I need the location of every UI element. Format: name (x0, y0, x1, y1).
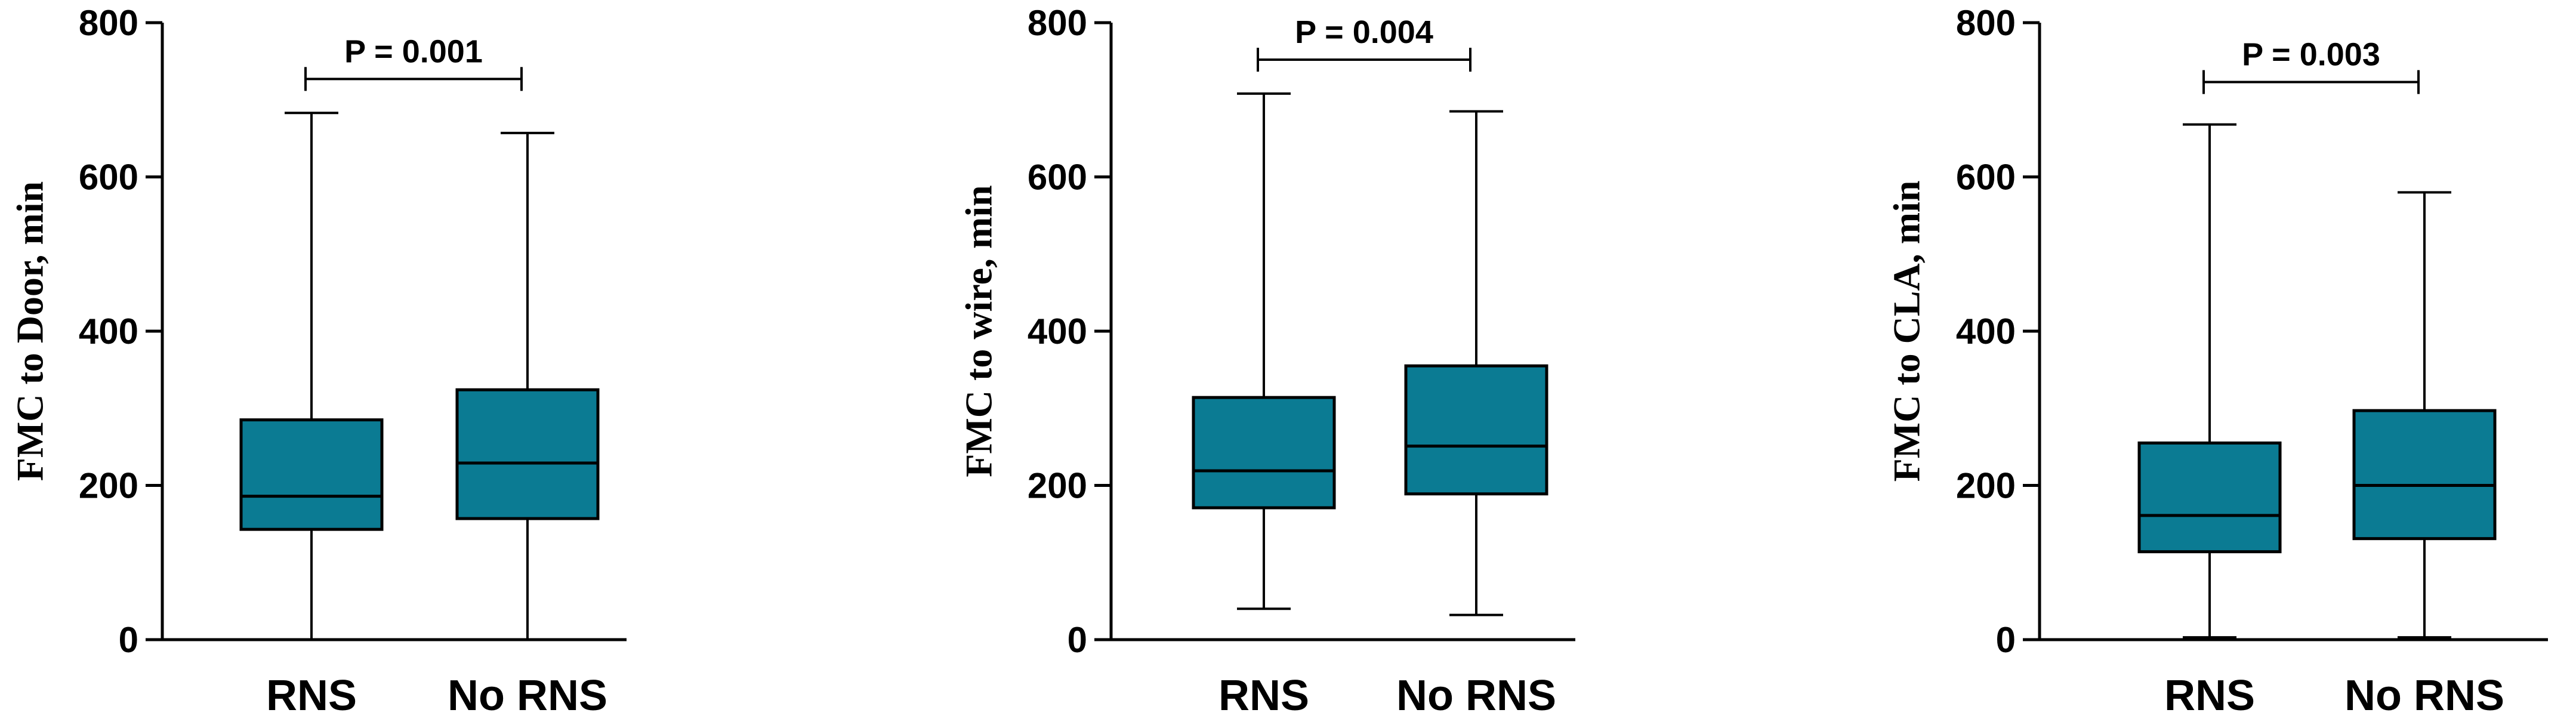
category-label: No RNS (448, 672, 607, 720)
iqr-box (2137, 441, 2282, 554)
p-value-label: P = 0.004 (1295, 14, 1433, 50)
y-tick-label: 600 (1028, 158, 1087, 198)
y-axis-label: FMC to Door, min (9, 181, 51, 481)
y-tick-label: 200 (1956, 466, 2016, 506)
category-label: RNS (1218, 672, 1309, 720)
y-tick-label: 0 (1996, 620, 2016, 660)
category-label: No RNS (1396, 672, 1556, 720)
y-axis-label: FMC to wire, min (958, 185, 1000, 477)
y-tick-label: 800 (79, 3, 138, 43)
category-label: No RNS (2344, 672, 2504, 720)
y-tick-label: 0 (119, 620, 138, 660)
p-value-label: P = 0.003 (2242, 37, 2380, 73)
y-tick-label: 400 (1028, 311, 1087, 351)
iqr-box (239, 418, 384, 531)
y-tick-label: 200 (1028, 466, 1087, 506)
iqr-box (2352, 409, 2497, 541)
y-tick-label: 600 (1956, 158, 2016, 198)
p-value-label: P = 0.001 (344, 33, 483, 69)
y-tick-label: 200 (79, 466, 138, 506)
y-tick-label: 600 (79, 158, 138, 198)
y-tick-label: 800 (1956, 3, 2016, 43)
y-tick-label: 800 (1028, 3, 1087, 43)
iqr-box (1404, 364, 1548, 496)
y-tick-label: 0 (1068, 620, 1087, 660)
y-axis-label: FMC to CLA, min (1886, 181, 1928, 482)
iqr-box (455, 388, 600, 520)
y-tick-label: 400 (1956, 311, 2016, 351)
iqr-box (1192, 396, 1336, 510)
category-label: RNS (2164, 672, 2255, 720)
category-label: RNS (266, 672, 357, 720)
y-tick-label: 400 (79, 311, 138, 351)
